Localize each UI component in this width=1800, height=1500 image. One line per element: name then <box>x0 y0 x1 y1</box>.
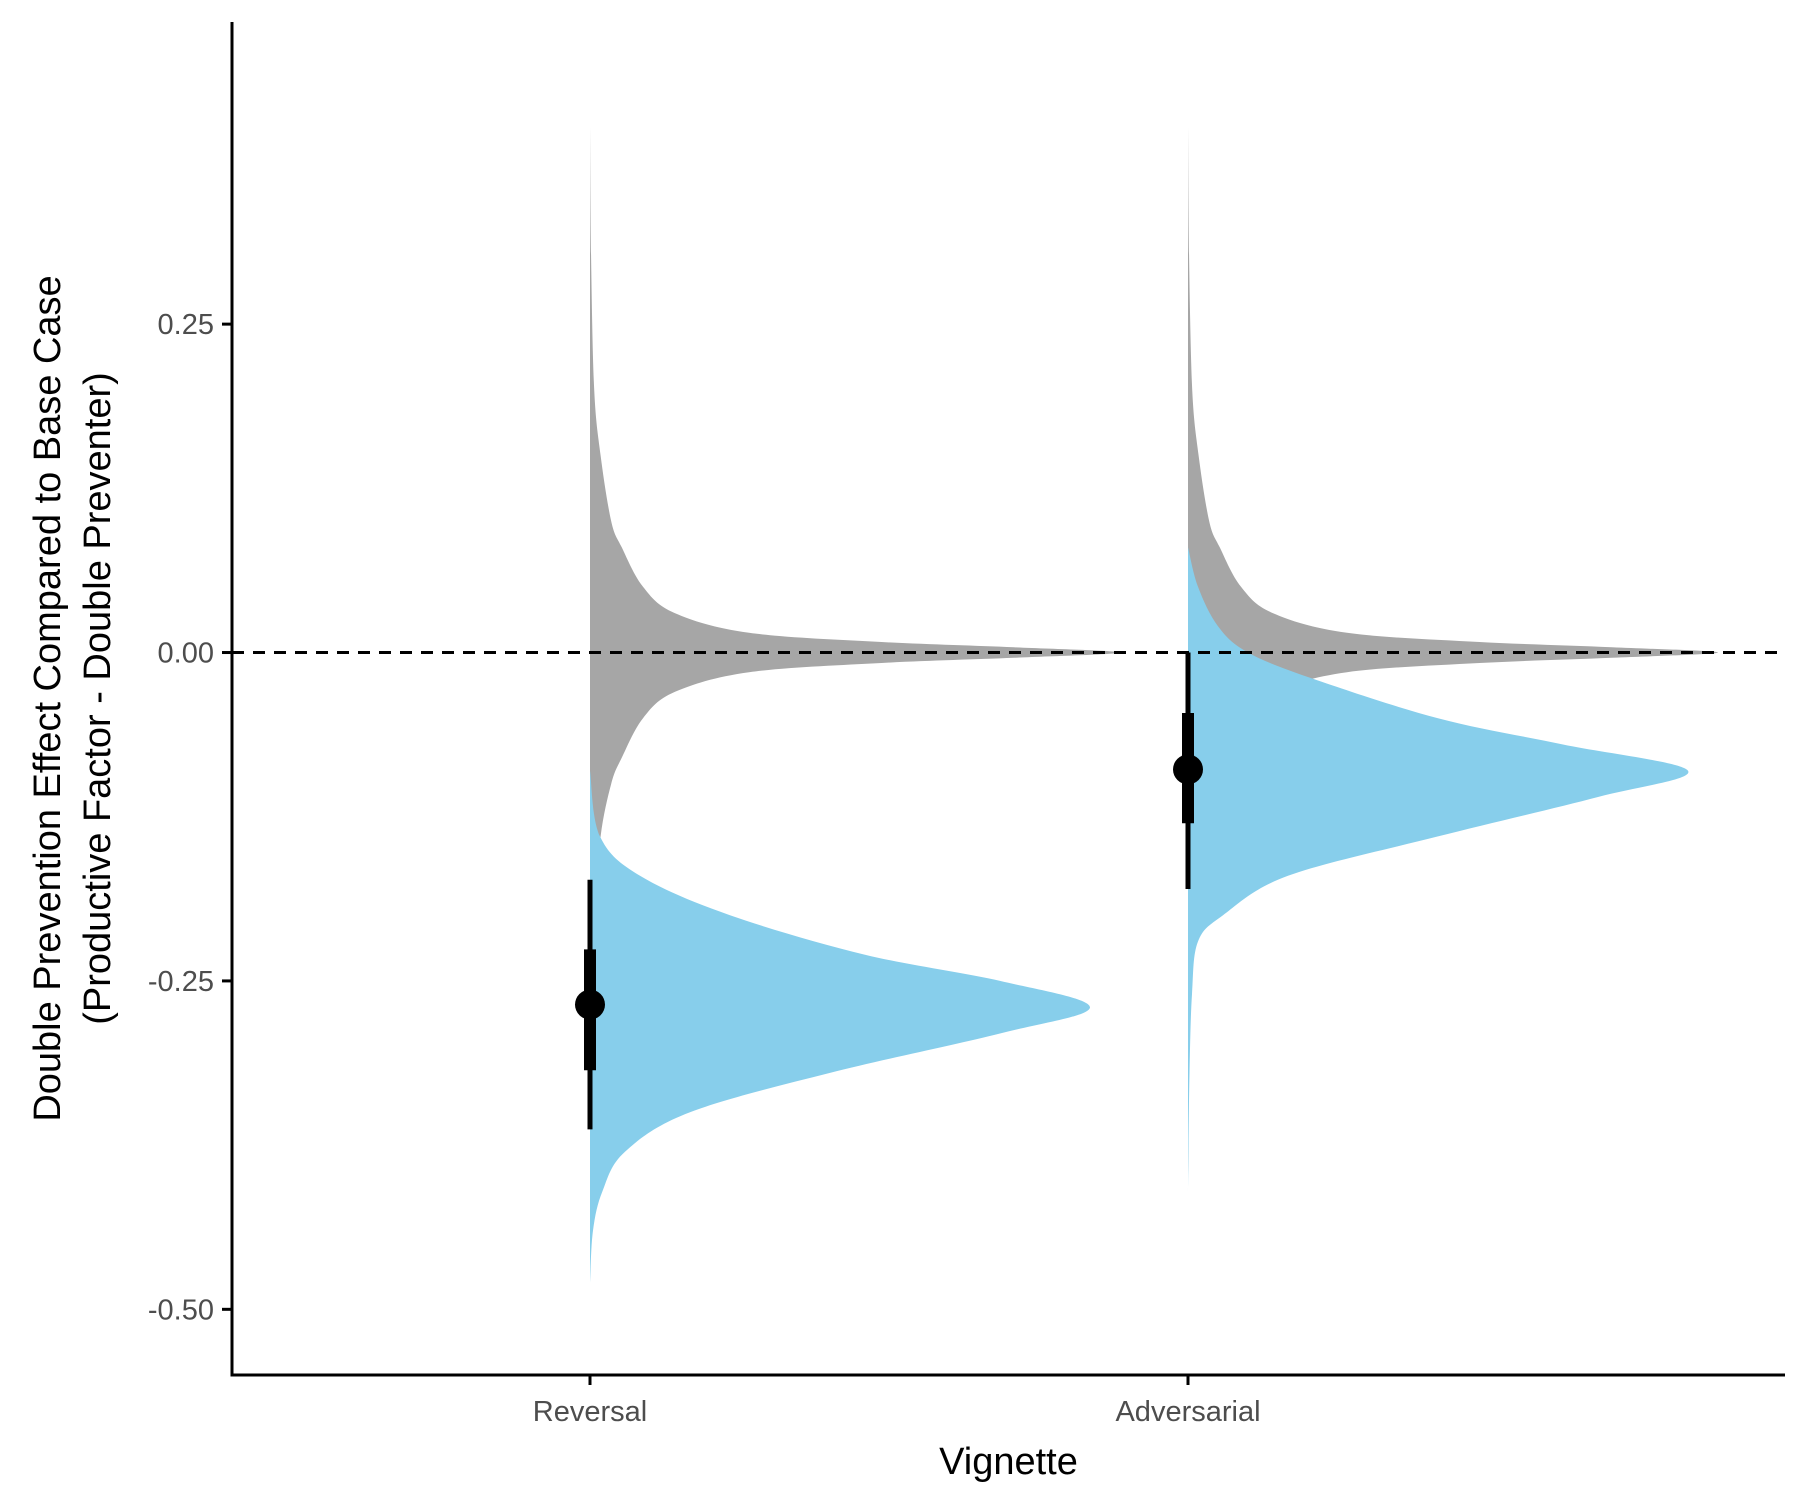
point-estimate-adversarial <box>1173 754 1203 785</box>
y-tick-label: 0.25 <box>158 309 214 341</box>
interval-layer <box>575 652 1203 1130</box>
y-axis-title-line-2: (Productive Factor - Double Preventer) <box>77 372 119 1025</box>
x-tick-label-reversal: Reversal <box>533 1396 647 1428</box>
x-axis-title: Vignette <box>939 1441 1078 1483</box>
y-tick-label: -0.50 <box>148 1294 214 1326</box>
y-tick-label: -0.25 <box>148 966 214 998</box>
posterior-density-adversarial <box>1188 547 1689 1192</box>
x-tick-label-adversarial: Adversarial <box>1115 1396 1260 1428</box>
y-tick-label: 0.00 <box>158 638 214 670</box>
x-axis-ticks: Reversal Adversarial <box>533 1375 1261 1428</box>
y-axis-ticks: 0.25 0.00 -0.25 -0.50 <box>148 309 232 1326</box>
point-estimate-reversal <box>575 989 605 1020</box>
y-axis-title-line-1: Double Prevention Effect Compared to Bas… <box>27 275 69 1121</box>
density-layer <box>590 127 1718 1283</box>
prior-density-reversal <box>590 127 1120 1179</box>
posterior-density-reversal <box>590 770 1090 1283</box>
